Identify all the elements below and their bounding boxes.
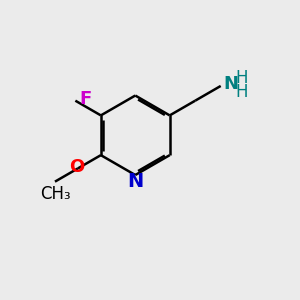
Text: F: F <box>79 90 91 108</box>
Text: H: H <box>236 83 248 101</box>
Text: N: N <box>127 172 143 191</box>
Text: O: O <box>69 158 84 176</box>
Text: CH₃: CH₃ <box>40 184 70 202</box>
Text: H: H <box>236 69 248 87</box>
Text: N: N <box>224 76 238 94</box>
